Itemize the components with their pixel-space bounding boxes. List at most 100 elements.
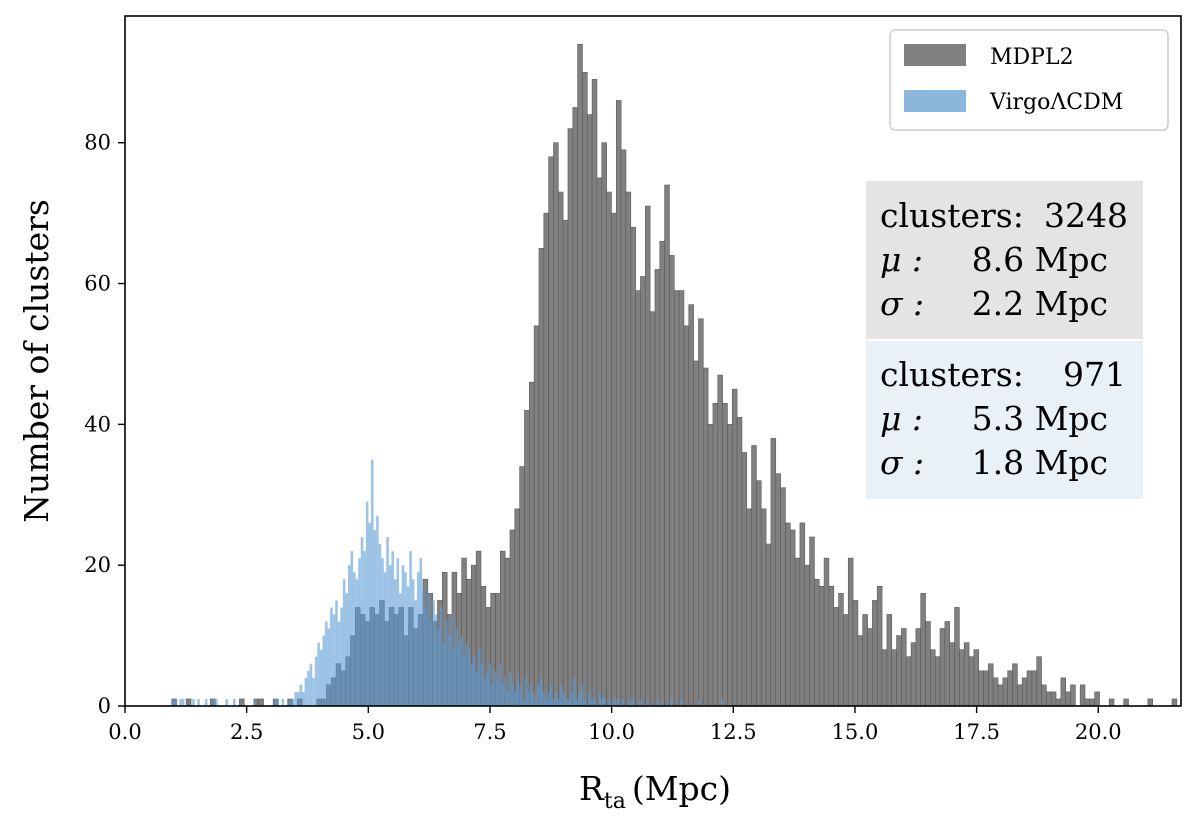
virgo-lcdm-bar [342, 579, 346, 706]
virgo-lcdm-bar [593, 698, 596, 706]
virgo-lcdm-bar [680, 698, 683, 706]
virgo-lcdm-bar [493, 670, 497, 706]
virgo-lcdm-bar [646, 698, 650, 706]
x-axis-ticks: 0.0 2.5 5.0 7.5 10.0 12.5 15.0 17.5 20.0 [108, 706, 1122, 744]
mdpl2-bar [654, 269, 661, 707]
virgo-lcdm-bar [419, 558, 423, 706]
mdpl2-bar [876, 586, 883, 707]
x-tick-label: 5.0 [352, 720, 385, 744]
mdpl2-bar [789, 529, 796, 707]
virgo-lcdm-bar [516, 677, 520, 706]
mdpl2-bar [698, 318, 704, 707]
virgo-lcdm-bars [171, 459, 724, 706]
mdpl2-bar [722, 402, 728, 707]
mdpl2-bar [833, 607, 839, 707]
mdpl2-bar [1017, 684, 1023, 707]
mdpl2-bar [640, 276, 646, 707]
virgo-lcdm-bar [498, 663, 502, 706]
x-tick-label: 12.5 [710, 720, 757, 744]
y-axis-title: Number of clusters [17, 199, 56, 523]
mdpl2-bar [1089, 698, 1095, 707]
mdpl2-bar [963, 642, 970, 707]
mdpl2-bar [185, 698, 192, 707]
mdpl2-bar [785, 522, 791, 707]
virgo-lcdm-bar [470, 663, 474, 706]
virgo-lcdm-bar [657, 698, 660, 706]
mdpl2-bar [688, 304, 694, 707]
x-tick-label: 10.0 [588, 720, 635, 744]
mdpl2-bar [1021, 677, 1028, 707]
virgo-lcdm-bar [439, 607, 443, 706]
mdpl2-bar [1026, 670, 1033, 707]
stats-box-mdpl2-background [866, 181, 1143, 339]
mdpl2-bar [1065, 691, 1071, 707]
mdpl2-bar [939, 628, 946, 707]
mdpl2-bar [258, 698, 264, 707]
virgo-lcdm-bar [174, 698, 177, 706]
mdpl2-bar [1012, 663, 1018, 707]
mdpl2-bar [727, 424, 733, 707]
mdpl2-bar [770, 438, 777, 707]
virgo-lcdm-bar [478, 649, 481, 706]
mdpl2-bar [814, 578, 820, 707]
stats-mdpl2-mu-value: 8.6 Mpc [972, 240, 1108, 279]
virgo-lcdm-bar [567, 698, 571, 706]
virgo-lcdm-bar [309, 663, 313, 706]
mdpl2-bar [780, 487, 786, 707]
mdpl2-bar [949, 642, 955, 707]
mdpl2-bar [765, 543, 772, 707]
virgo-lcdm-bar [368, 522, 371, 706]
mdpl2-bar [1171, 698, 1178, 707]
mdpl2-bar [992, 677, 999, 707]
virgo-lcdm-bar [291, 698, 295, 706]
virgo-lcdm-bar [577, 691, 581, 706]
mdpl2-bar [567, 128, 574, 707]
virgo-lcdm-bar [330, 607, 333, 706]
virgo-lcdm-bar [621, 698, 624, 706]
virgo-lcdm-bar [616, 698, 619, 706]
mdpl2-bar [529, 381, 535, 707]
virgo-lcdm-bar [312, 677, 315, 706]
virgo-lcdm-bar [181, 698, 185, 706]
mdpl2-bar [954, 607, 960, 707]
virgo-lcdm-bar [294, 691, 297, 706]
stats-mdpl2-sigma-value: 2.2 Mpc [972, 284, 1108, 323]
virgo-lcdm-bar [391, 551, 394, 706]
mdpl2-bar [562, 219, 569, 707]
virgo-lcdm-bar [508, 670, 512, 706]
mdpl2-bar [925, 621, 931, 707]
mdpl2-bar [1046, 691, 1052, 707]
mdpl2-bar [519, 466, 525, 707]
virgo-lcdm-bar [590, 698, 594, 706]
y-axis-ticks: 0 20 40 60 80 [84, 131, 125, 718]
virgo-lcdm-bar [350, 551, 354, 706]
mdpl2-bar [1060, 677, 1066, 707]
virgo-lcdm-bar [289, 698, 292, 706]
mdpl2-bar [572, 107, 578, 707]
virgo-lcdm-bar [171, 698, 175, 706]
virgo-lcdm-bar [432, 600, 435, 706]
virgo-lcdm-bar [383, 572, 387, 706]
mdpl2-bar [693, 360, 699, 707]
virgo-lcdm-bar [253, 698, 257, 706]
virgo-lcdm-bar [452, 649, 456, 706]
virgo-lcdm-bar [355, 579, 359, 706]
legend-swatch-virgo-lcdm [904, 90, 966, 112]
mdpl2-bar [760, 508, 767, 707]
virgo-lcdm-bar [534, 698, 538, 706]
mdpl2-bar [669, 255, 675, 707]
virgo-lcdm-bar [233, 698, 236, 706]
virgo-lcdm-bar [603, 698, 607, 706]
stats-box-virgo-lcdm: clusters: 971 μ : 5.3 Mpc σ : 1.8 Mpc [866, 341, 1143, 499]
virgo-lcdm-bar [549, 684, 553, 706]
mdpl2-bar [756, 480, 762, 707]
mdpl2-bar [591, 79, 598, 707]
virgo-lcdm-bar [473, 656, 476, 706]
virgo-lcdm-bar [544, 698, 548, 706]
virgo-lcdm-bar [588, 691, 591, 706]
virgo-lcdm-bar [503, 677, 507, 706]
stats-mdpl2-clusters-value: 3248 [1044, 196, 1128, 235]
virgo-lcdm-bar [276, 698, 280, 706]
mdpl2-bar [586, 114, 593, 707]
virgo-lcdm-bar [437, 628, 440, 706]
